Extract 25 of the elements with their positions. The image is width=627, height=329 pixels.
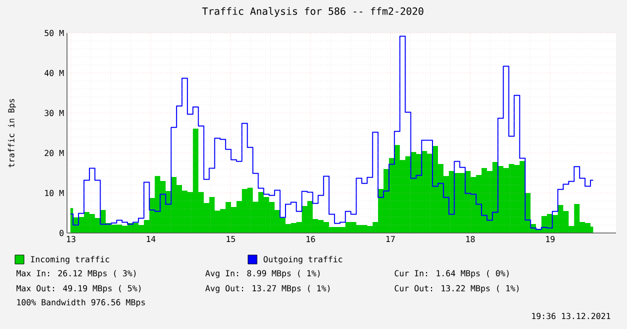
text: Max In: 26.12 MBps ( 3%) bbox=[16, 270, 136, 278]
chart-title: Traffic Analysis for 586 -- ffm2-2020 bbox=[202, 7, 424, 17]
text: 19:36 13.12.2021 bbox=[532, 312, 610, 320]
y-tick-label: 10 M bbox=[45, 190, 64, 196]
text: Avg In: 8.99 MBps ( 1%) bbox=[205, 270, 320, 278]
x-tick-label: 13 bbox=[67, 236, 76, 242]
text: Cur In: 1.64 MBps ( 0%) bbox=[394, 270, 509, 278]
y-tick-label: 0 bbox=[60, 230, 64, 236]
x-tick-label: 16 bbox=[306, 236, 316, 242]
x-tick-label: 19 bbox=[546, 236, 555, 242]
text: Max Out: 49.19 MBps ( 5%) bbox=[16, 285, 141, 293]
x-tick-label: 17 bbox=[386, 236, 395, 242]
y-tick-label: 20 M bbox=[44, 150, 64, 156]
legend-label: Outgoing traffic bbox=[264, 256, 342, 264]
y-tick-label: 50 M bbox=[44, 30, 64, 36]
x-tick-label: 15 bbox=[226, 236, 236, 242]
y-tick-label: 40 M bbox=[44, 70, 64, 76]
y-axis-title: traffic in Bps bbox=[8, 98, 16, 168]
text: 100% Bandwidth 976.56 MBps bbox=[17, 299, 145, 307]
y-tick-label: 30 M bbox=[44, 110, 64, 116]
x-tick-label: 14 bbox=[146, 236, 156, 242]
x-tick-label: 18 bbox=[466, 236, 475, 242]
text: Cur Out: 13.22 MBps ( 1%) bbox=[394, 285, 519, 293]
legend-label: Incoming traffic bbox=[31, 256, 110, 264]
text: Avg Out: 13.27 MBps ( 1%) bbox=[205, 284, 330, 294]
